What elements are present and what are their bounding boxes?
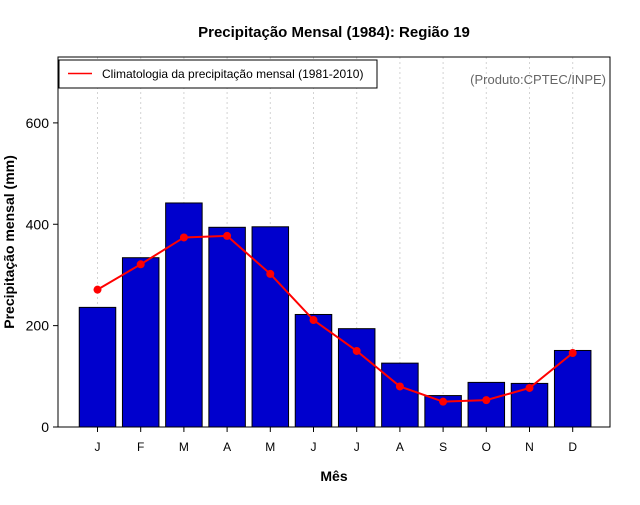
climatology-line <box>96 234 574 403</box>
climatology-point-3 <box>179 233 188 242</box>
x-tick-label: A <box>223 440 231 454</box>
climatology-point-6 <box>309 316 318 325</box>
x-tick-label: M <box>265 440 275 454</box>
bar-2 <box>121 257 160 428</box>
x-axis-label: Mês <box>320 468 347 484</box>
climatology-point-9 <box>439 397 448 406</box>
x-tick-label: D <box>568 440 577 454</box>
bar-12 <box>553 349 592 428</box>
x-tick-label: F <box>137 440 144 454</box>
bar-4 <box>208 226 246 428</box>
y-tick-label: 0 <box>41 419 49 435</box>
plot-frame <box>57 56 611 428</box>
x-tick-label: J <box>354 440 360 454</box>
climatology-point-5 <box>266 269 275 278</box>
line-series <box>93 231 577 406</box>
y-tick-label: 600 <box>26 115 50 131</box>
x-tick-label: J <box>311 440 317 454</box>
bar-10 <box>467 381 506 428</box>
climatology-point-4 <box>223 231 232 240</box>
x-tick-label: J <box>95 440 101 454</box>
climatology-point-12 <box>568 349 577 357</box>
legend-label: Climatologia da precipitação mensal (198… <box>102 67 363 81</box>
climatology-point-11 <box>525 383 534 392</box>
x-tick-label: N <box>525 440 534 454</box>
x-tick-label: M <box>179 440 189 454</box>
y-tick-label: 400 <box>26 216 50 232</box>
bar-1 <box>78 306 117 428</box>
legend-box <box>58 59 378 89</box>
climatology-point-10 <box>482 396 491 405</box>
bar-7 <box>337 328 376 428</box>
climatology-point-7 <box>352 346 361 355</box>
x-tick-label: S <box>439 440 447 454</box>
source-annotation: (Produto:CPTEC/INPE) <box>470 72 606 87</box>
y-tick-label: 200 <box>26 318 50 334</box>
bar-series <box>78 202 592 428</box>
y-axis-label: Precipitação mensal (mm) <box>1 155 17 329</box>
x-tick-label: A <box>396 440 404 454</box>
y-axis: 0 200 400 600 <box>26 115 58 435</box>
climatology-point-8 <box>395 382 404 391</box>
bar-8 <box>381 362 419 428</box>
chart-title: Precipitação Mensal (1984): Região 19 <box>198 24 470 41</box>
bar-6 <box>294 313 333 428</box>
climatology-point-2 <box>136 260 145 269</box>
x-tick-label: O <box>482 440 491 454</box>
climatology-point-1 <box>93 285 102 294</box>
legend: Climatologia da precipitação mensal (198… <box>58 59 378 89</box>
bar-5 <box>251 226 290 428</box>
